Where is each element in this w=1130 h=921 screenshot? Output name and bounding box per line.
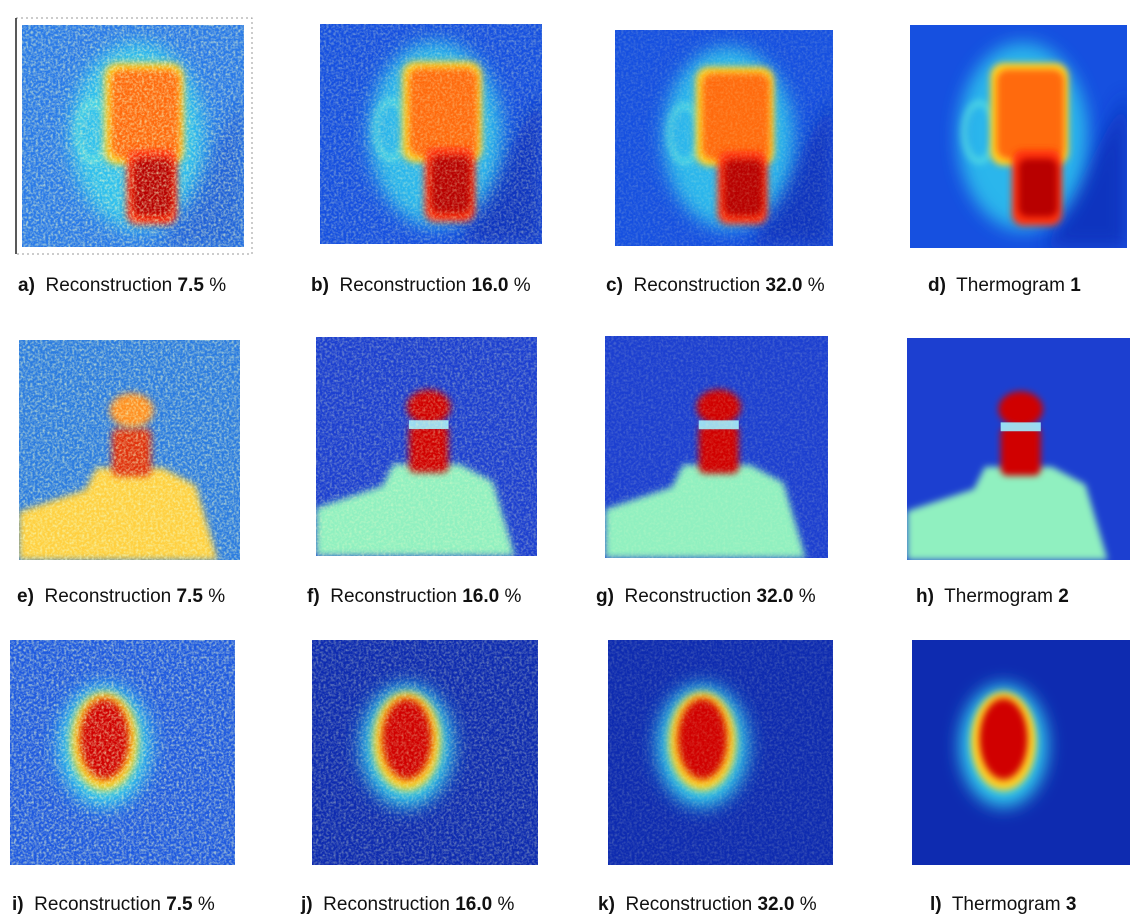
caption-text: Reconstruction	[633, 275, 760, 296]
caption: d) Thermogram 1	[928, 275, 1081, 296]
caption-label: f)	[307, 586, 320, 607]
caption-value: 32.0	[765, 275, 802, 296]
caption-text: Reconstruction	[323, 894, 450, 915]
caption-label: k)	[598, 894, 615, 915]
caption-text: Reconstruction	[330, 586, 457, 607]
caption-text: Thermogram	[956, 275, 1065, 296]
thermal-image	[615, 30, 833, 246]
body-hot	[997, 70, 1064, 159]
caption-value: 32.0	[757, 586, 794, 607]
caption-value: 2	[1058, 586, 1069, 607]
caption-label: a)	[18, 275, 35, 296]
noise	[605, 336, 828, 558]
caption-value: 32.0	[757, 894, 794, 915]
thermal-image	[605, 336, 828, 558]
caption-text: Reconstruction	[340, 275, 467, 296]
caption-text: Reconstruction	[45, 275, 172, 296]
caption: e) Reconstruction 7.5 %	[17, 586, 225, 607]
caption-label: h)	[916, 586, 934, 607]
caption-text: Thermogram	[952, 894, 1061, 915]
thermal-image	[22, 25, 244, 247]
noise	[312, 640, 538, 865]
head	[998, 391, 1043, 427]
caption-value: 7.5	[166, 894, 193, 915]
caption: i) Reconstruction 7.5 %	[12, 894, 215, 915]
caption: a) Reconstruction 7.5 %	[18, 275, 226, 296]
noise	[608, 640, 833, 865]
caption: c) Reconstruction 32.0 %	[606, 275, 825, 296]
caption-unit: %	[505, 586, 522, 607]
noise	[10, 640, 235, 865]
caption-text: Reconstruction	[44, 586, 171, 607]
grip-hot	[1019, 159, 1058, 217]
caption-unit: %	[209, 275, 226, 296]
thermal-image	[912, 640, 1130, 865]
thermal-image	[312, 640, 538, 865]
caption-label: i)	[12, 894, 24, 915]
caption: g) Reconstruction 32.0 %	[596, 586, 816, 607]
caption: h) Thermogram 2	[916, 586, 1069, 607]
caption-unit: %	[799, 586, 816, 607]
caption-value: 16.0	[472, 275, 509, 296]
thermal-image	[316, 337, 537, 556]
caption-label: d)	[928, 275, 946, 296]
caption-label: j)	[300, 894, 313, 915]
thermal-image	[320, 24, 542, 244]
caption-unit: %	[514, 275, 531, 296]
caption-value: 3	[1066, 894, 1077, 915]
caption: f) Reconstruction 16.0 %	[307, 586, 522, 607]
caption-text: Reconstruction	[34, 894, 161, 915]
hot	[980, 699, 1028, 780]
caption-value: 1	[1070, 275, 1081, 296]
thermal-image	[10, 640, 235, 865]
caption-value: 16.0	[455, 894, 492, 915]
caption-unit: %	[497, 894, 514, 915]
thermal-image	[608, 640, 833, 865]
noise	[320, 24, 542, 244]
caption: l) Thermogram 3	[930, 894, 1076, 915]
thermal-image	[19, 340, 240, 560]
caption-value: 16.0	[462, 586, 499, 607]
caption-unit: %	[808, 275, 825, 296]
noise	[19, 340, 240, 560]
caption: b) Reconstruction 16.0 %	[311, 275, 531, 296]
caption-unit: %	[208, 586, 225, 607]
caption-unit: %	[198, 894, 215, 915]
caption-text: Thermogram	[944, 586, 1053, 607]
caption-label: e)	[17, 586, 34, 607]
caption-unit: %	[800, 894, 817, 915]
caption-value: 7.5	[176, 586, 203, 607]
caption-text: Reconstruction	[625, 586, 752, 607]
thermal-image	[907, 338, 1130, 560]
glasses	[1001, 422, 1041, 431]
caption-label: c)	[606, 275, 623, 296]
caption-label: g)	[596, 586, 614, 607]
neck	[1001, 427, 1041, 476]
caption: k) Reconstruction 32.0 %	[598, 894, 817, 915]
caption-label: l)	[930, 894, 942, 915]
figure: a) Reconstruction 7.5 %b) Reconstruction…	[0, 0, 1130, 921]
caption-value: 7.5	[177, 275, 204, 296]
caption-text: Reconstruction	[625, 894, 752, 915]
caption: j) Reconstruction 16.0 %	[300, 894, 514, 915]
noise	[316, 337, 537, 556]
caption-label: b)	[311, 275, 329, 296]
thermal-image	[910, 25, 1127, 248]
noise	[615, 30, 833, 246]
noise	[22, 25, 244, 247]
